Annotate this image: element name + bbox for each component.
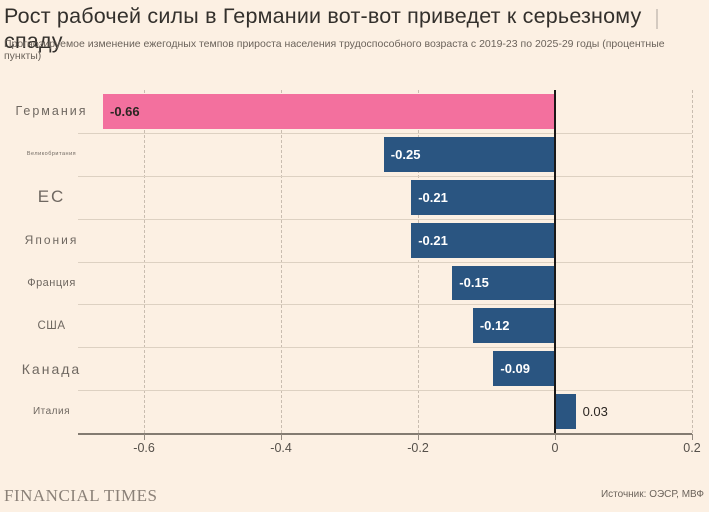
category-label: Германия	[15, 104, 88, 119]
x-axis-line	[78, 433, 692, 435]
row-separator	[78, 132, 692, 134]
ft-logo: FINANCIAL TIMES	[4, 486, 158, 505]
value-label: -0.25	[390, 146, 421, 162]
x-axis-tick	[144, 434, 146, 440]
x-axis-tick	[281, 434, 283, 440]
row-separator	[78, 218, 692, 220]
value-label: 0.03	[582, 404, 608, 420]
x-tick-label: -0.4	[270, 441, 292, 455]
x-axis-tick	[692, 434, 693, 440]
zero-axis-line	[554, 90, 557, 433]
x-axis-tick	[555, 434, 557, 440]
category-label: Франция	[27, 276, 76, 289]
row-separator	[78, 261, 692, 263]
x-tick-label: -0.2	[407, 441, 429, 455]
bar	[103, 94, 556, 129]
row-separator	[78, 304, 692, 306]
bar	[493, 351, 555, 387]
row-separator	[78, 390, 692, 392]
chart-title: Рост рабочей силы в Германии вот-вот при…	[4, 4, 642, 53]
category-label: Великобритания	[26, 151, 77, 158]
x-tick-label: 0.2	[683, 441, 701, 455]
x-tick-label: 0	[551, 441, 559, 455]
bar	[472, 308, 555, 344]
gridline	[692, 90, 693, 433]
value-label: -0.15	[459, 275, 489, 291]
x-tick-label: -0.6	[133, 441, 155, 455]
chart-subtitle: Прогнозируемое изменение ежегодных темпо…	[4, 38, 665, 62]
bar	[411, 179, 555, 215]
x-axis-tick	[418, 434, 420, 440]
bar	[452, 265, 555, 301]
row-separator	[78, 175, 692, 177]
value-label: -0.09	[500, 361, 531, 377]
source-note: Источник: ОЭСР, МВФ	[600, 489, 704, 500]
value-label: -0.66	[110, 103, 140, 119]
row-separator	[78, 347, 692, 349]
value-label: -0.21	[418, 232, 448, 248]
category-label: Канада	[21, 360, 82, 377]
category-label: Италия	[32, 406, 71, 418]
text-cursor	[656, 9, 658, 29]
category-label: ЕС	[37, 187, 66, 207]
bar	[555, 394, 576, 429]
category-label: США	[37, 319, 66, 332]
bar	[383, 136, 556, 172]
category-label: Япония	[24, 233, 79, 248]
bar	[411, 222, 555, 258]
value-label: -0.21	[418, 189, 448, 205]
value-label: -0.12	[479, 318, 510, 334]
